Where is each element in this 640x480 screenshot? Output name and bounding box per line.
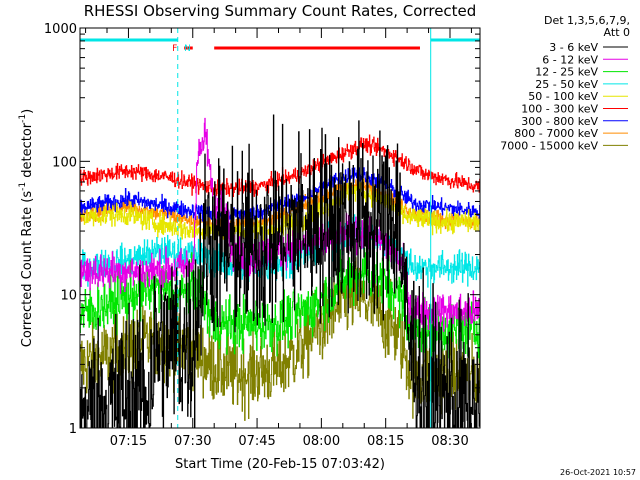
x-tick-label: 08:30: [431, 434, 468, 449]
x-tick-label: 07:30: [174, 434, 211, 449]
y-axis-label-superscript: -1: [18, 114, 28, 123]
y-tick-label: 1000: [44, 22, 77, 37]
x-tick-label: 08:00: [303, 434, 340, 449]
legend-label: 25 - 50 keV: [535, 78, 598, 91]
y-axis-label-superscript: -1: [18, 182, 28, 191]
axes: 1 10 100 1000 07:15 07:30 07:45 08:00 08:15 08:30: [44, 22, 481, 449]
chart-title: RHESSI Observing Summary Count Rates, Co…: [84, 2, 477, 20]
x-axis-label: Start Time (20-Feb-15 07:03:42): [175, 457, 385, 472]
legend-label: 300 - 800 keV: [521, 115, 598, 128]
plot-frame: [79, 27, 481, 429]
y-axis-label: Corrected Count Rate (s-1 detector-1): [18, 109, 35, 347]
series-line: [80, 134, 480, 197]
y-axis-label-part: ): [20, 109, 35, 114]
legend-header-line-2: Att 0: [604, 26, 630, 39]
legend-label: 3 - 6 keV: [549, 41, 598, 54]
x-tick-label: 08:15: [367, 434, 404, 449]
y-tick-label: 10: [60, 289, 77, 304]
y-tick-label: 100: [52, 155, 77, 170]
y-tick-label: 1: [69, 422, 77, 437]
flag-label: F: [172, 44, 177, 54]
x-tick-label: 07:15: [110, 434, 147, 449]
legend-label: 7000 - 15000 keV: [500, 139, 598, 152]
legend-label: 50 - 100 keV: [528, 90, 598, 103]
x-tick-label: 07:45: [238, 434, 275, 449]
legend-header-line-1: Det 1,3,5,6,7,9,: [544, 14, 630, 27]
legend-label: 6 - 12 keV: [542, 53, 598, 66]
legend-label: 12 - 25 keV: [535, 66, 598, 79]
legend-label: 100 - 300 keV: [521, 103, 598, 116]
flag-label: N: [184, 44, 191, 54]
y-axis-label-part: Corrected Count Rate (s: [20, 191, 35, 348]
series-line: [80, 114, 480, 428]
y-axis-label-part: detector: [20, 122, 35, 182]
footer-date: 26-Oct-2021 10:57: [560, 468, 636, 477]
legend-label: 800 - 7000 keV: [514, 127, 598, 140]
